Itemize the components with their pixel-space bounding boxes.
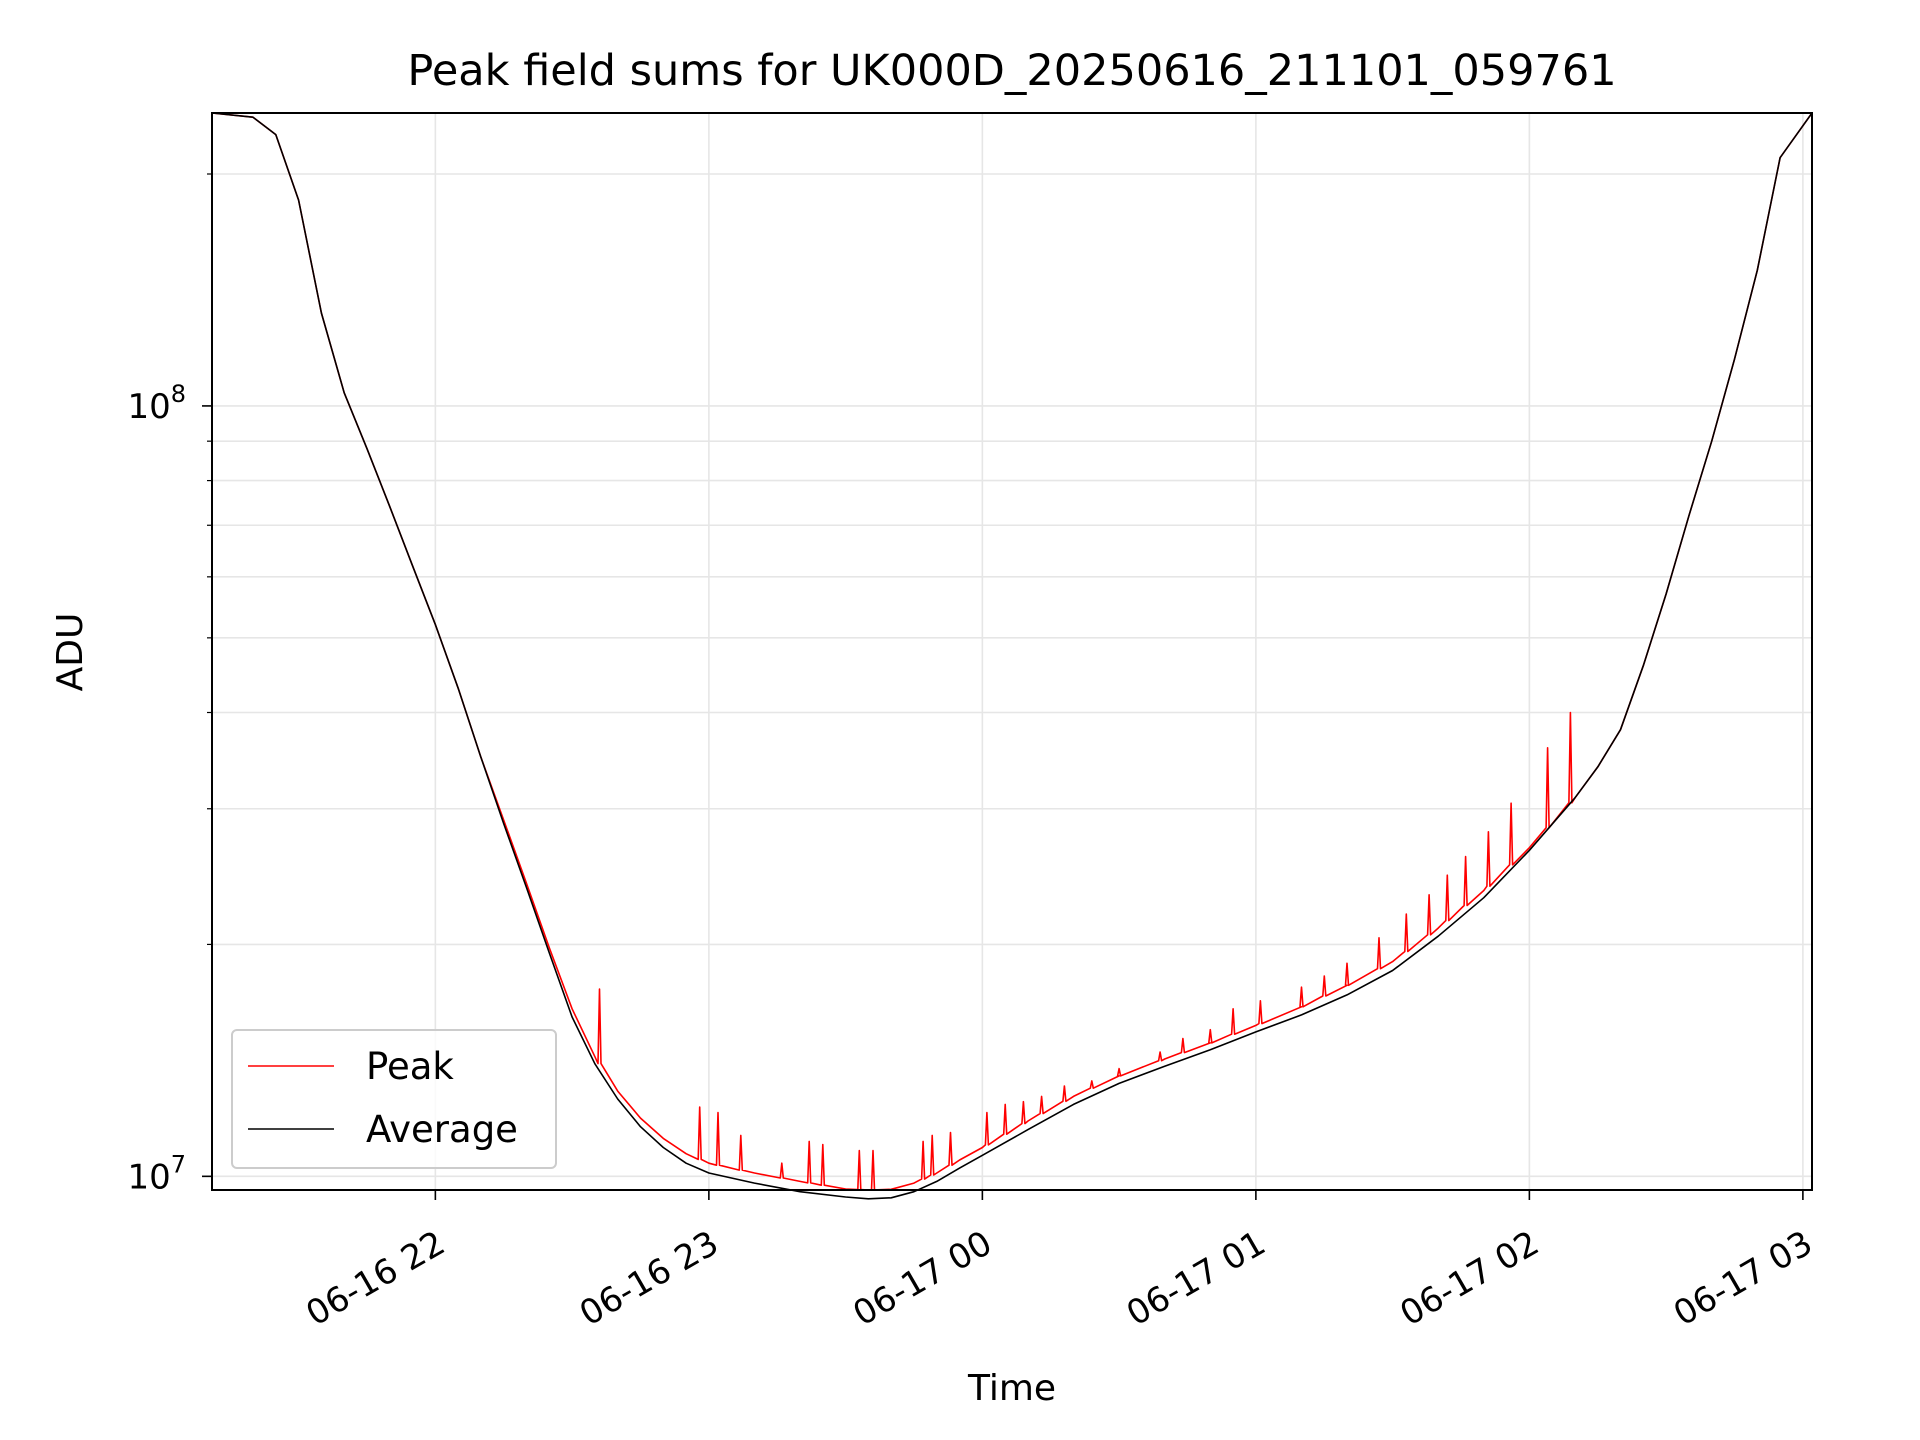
legend: Peak Average <box>231 1029 557 1169</box>
y-axis: 107 108 <box>127 173 212 1197</box>
legend-box <box>231 1029 557 1169</box>
series-line-average <box>211 112 1813 1200</box>
plot-frame <box>211 112 1813 1191</box>
series-line-peak <box>211 112 1813 1191</box>
chart-title: Peak field sums for UK000D_20250616_2111… <box>407 46 1616 96</box>
x-axis-label: Time <box>967 1368 1056 1409</box>
y-tick-label: 108 <box>127 380 186 427</box>
y-tick-label: 107 <box>127 1150 186 1197</box>
legend-label-peak: Peak <box>366 1045 454 1088</box>
legend-label-average: Average <box>366 1108 518 1151</box>
grid <box>212 113 1812 1190</box>
y-axis-label: ADU <box>50 613 91 692</box>
series-layer <box>211 112 1813 1200</box>
